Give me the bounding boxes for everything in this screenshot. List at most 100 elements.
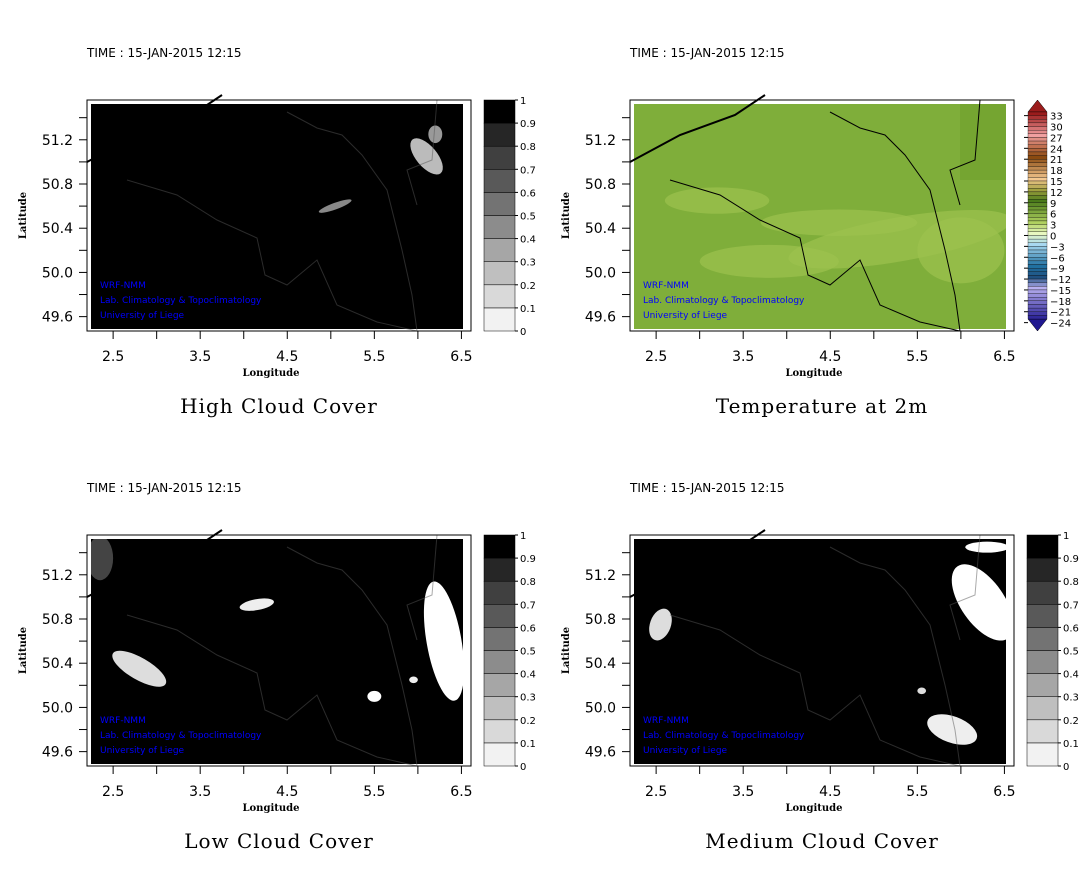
colorbar-bin [483, 215, 516, 239]
panel-title: Temperature at 2m [716, 394, 928, 418]
colorbar-bin [1027, 268, 1048, 272]
x-axis-label: Longitude [242, 368, 299, 379]
colorbar-label: 1 [1063, 531, 1069, 542]
credit-text: WRF-NMM [100, 716, 146, 726]
colorbar-label: 0.3 [520, 258, 536, 269]
colorbar-bin [1027, 133, 1048, 138]
coastline [86, 94, 223, 163]
colorbar-bin [483, 557, 516, 582]
colorbar-bin [1027, 217, 1048, 222]
colorbar-label: 0 [520, 762, 526, 773]
colorbar-bin [1026, 534, 1059, 559]
map-field [91, 539, 463, 764]
colorbar-bin [1027, 311, 1048, 316]
colorbar-min-arrow [1027, 318, 1048, 332]
colorbar-label: 1 [520, 96, 526, 107]
colorbar-bin [1026, 719, 1059, 744]
colorbar-bin [1026, 557, 1059, 582]
colorbar-bin [1026, 580, 1059, 605]
colorbar-bin [1027, 213, 1048, 218]
colorbar-label: 0.1 [520, 304, 536, 315]
credit-text: Lab. Climatology & Topoclimatology [643, 296, 805, 306]
colorbar-bin [1027, 126, 1048, 131]
y-axis-label: Latitude [561, 192, 572, 239]
colorbar-label: −21 [1050, 308, 1071, 319]
colorbar-bin [1027, 271, 1048, 276]
x-tick-label: 4.5 [819, 784, 841, 800]
colorbar-bin [1027, 199, 1048, 203]
colorbar-bin [483, 650, 516, 674]
colorbar-bin [1027, 202, 1048, 207]
colorbar-bin [1027, 257, 1048, 262]
colorbar-bin [483, 284, 516, 309]
colorbar-bin [1027, 188, 1048, 193]
colorbar-bin [1027, 191, 1048, 196]
colorbar-bin [1027, 122, 1048, 127]
colorbar-bin [1027, 278, 1048, 283]
colorbar-bin [1027, 220, 1048, 225]
colorbar-bin [1027, 130, 1048, 134]
colorbar-label: −15 [1050, 286, 1071, 297]
x-tick-label: 4.5 [819, 349, 841, 365]
colorbar-label: 0.8 [520, 577, 536, 588]
panel-high-cloud: TIME : 15-JAN-2015 12:15 2.5 3.5 4.5 5.5 6.5 5… [18, 46, 536, 418]
panel-medium-cloud: TIME : 15-JAN-2015 12:15 2.5 3.5 4.5 5.5 6.5 5… [561, 481, 1079, 853]
colorbar-bin [1027, 195, 1048, 200]
colorbar-bin [483, 673, 516, 697]
colorbar-label: 0.5 [520, 212, 536, 223]
cloud-patch [367, 690, 382, 702]
colorbar-label: 0.1 [1063, 739, 1079, 750]
colorbar-bin [483, 696, 516, 721]
colorbar-bin [1027, 282, 1048, 287]
warm-region [699, 244, 839, 278]
colorbar-label: −3 [1050, 242, 1065, 253]
colorbar-label: 0.2 [520, 281, 536, 292]
colorbar-bin [1027, 140, 1048, 145]
x-tick-label: 6.5 [993, 784, 1015, 800]
y-tick-label: 50.8 [585, 612, 616, 628]
cloud-field [91, 539, 463, 764]
country-borders [126, 99, 438, 332]
colorbar-bin [1026, 742, 1059, 767]
colorbar-label: 0.4 [520, 235, 536, 246]
colorbar-label: 1 [520, 531, 526, 542]
colorbar-max-arrow [1027, 99, 1048, 113]
colorbar-label: 0.5 [1063, 647, 1079, 658]
colorbar-label: 15 [1050, 177, 1063, 188]
y-tick-label: 50.8 [585, 177, 616, 193]
credit-text: WRF-NMM [643, 281, 689, 291]
colorbar-label: −18 [1050, 297, 1071, 308]
cloud-patch [965, 541, 1006, 553]
cloud-patch [318, 199, 352, 213]
x-tick-label: 6.5 [993, 349, 1015, 365]
colorbar-bin [1027, 180, 1048, 185]
colorbar-bin [1027, 246, 1048, 251]
colorbar-bin [483, 192, 516, 216]
x-tick-label: 5.5 [906, 349, 928, 365]
colorbar-bin [1027, 253, 1048, 258]
colorbar-label: 9 [1050, 199, 1056, 210]
colorbar-label: 0.1 [520, 739, 536, 750]
colorbar-label: 24 [1050, 144, 1063, 155]
x-tick-label: 3.5 [189, 784, 211, 800]
colorbar-label: 21 [1050, 155, 1063, 166]
y-tick-label: 50.4 [585, 656, 616, 672]
colorbar-bin [1027, 111, 1048, 116]
colorbar-bin [1027, 289, 1048, 294]
colorbar-bin [1027, 224, 1048, 229]
credit-text: University of Liege [100, 746, 185, 756]
colorbar-bin [1027, 304, 1048, 309]
y-tick-label: 50.8 [42, 612, 73, 628]
country-borders [669, 99, 981, 332]
x-tick-label: 6.5 [450, 349, 472, 365]
colorbar-label: 0.3 [520, 693, 536, 704]
x-tick-label: 2.5 [102, 784, 124, 800]
x-axis-label: Longitude [785, 803, 842, 814]
colorbar-bin [1027, 148, 1048, 153]
colorbar-label: 0.6 [520, 188, 536, 199]
colorbar-bin [483, 580, 516, 605]
colorbar-label: −6 [1050, 253, 1065, 264]
colorbar-bin [1027, 249, 1048, 254]
panel-title: Medium Cloud Cover [705, 829, 939, 853]
credit-text: Lab. Climatology & Topoclimatology [643, 731, 805, 741]
